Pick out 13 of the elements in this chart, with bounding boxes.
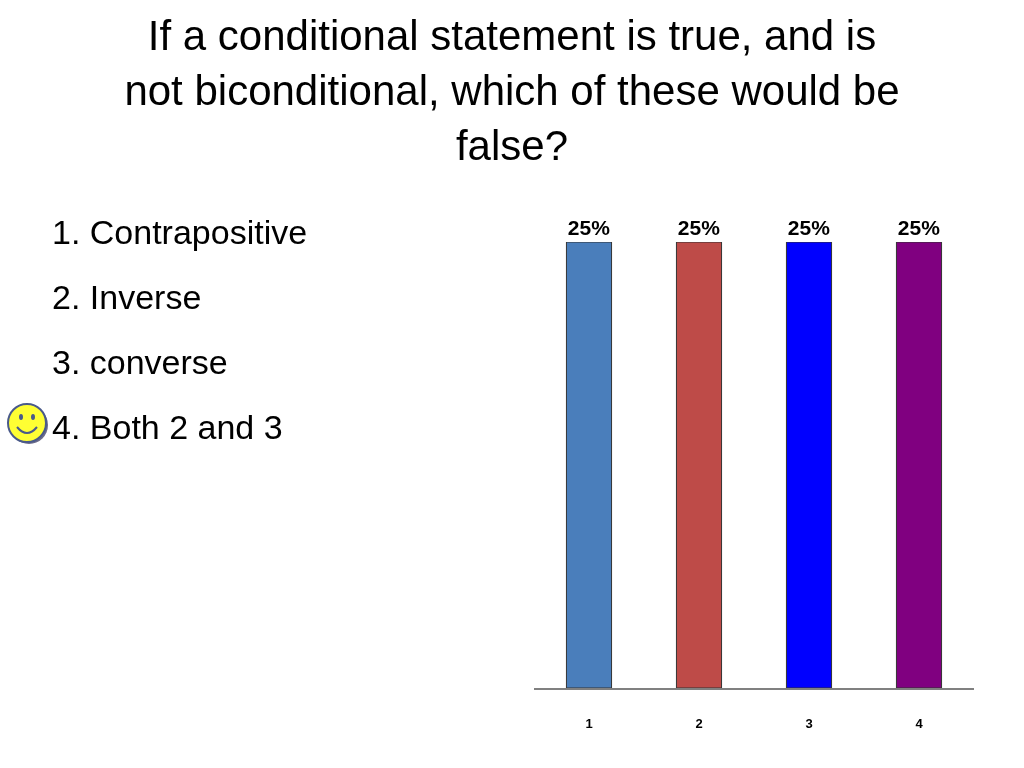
x-tick-label: 4 — [915, 715, 924, 731]
chart-title: If a conditional statement is true, and is not biconditional, which of these would be false? — [124, 12, 900, 169]
x-tick-label: 3 — [805, 715, 813, 731]
data-label: 25% — [567, 216, 611, 239]
x-tick-label: 1 — [585, 715, 593, 731]
text: 4. Both 2 and 3 — [52, 408, 283, 446]
text: 2. Inverse — [52, 278, 202, 316]
text: 3. converse — [52, 343, 228, 381]
x-tick-label: 2 — [695, 715, 703, 731]
data-label: 25% — [787, 216, 831, 239]
data-label: 25% — [677, 216, 721, 239]
text: 1. Contrapositive — [52, 213, 308, 251]
data-label: 25% — [897, 216, 941, 239]
